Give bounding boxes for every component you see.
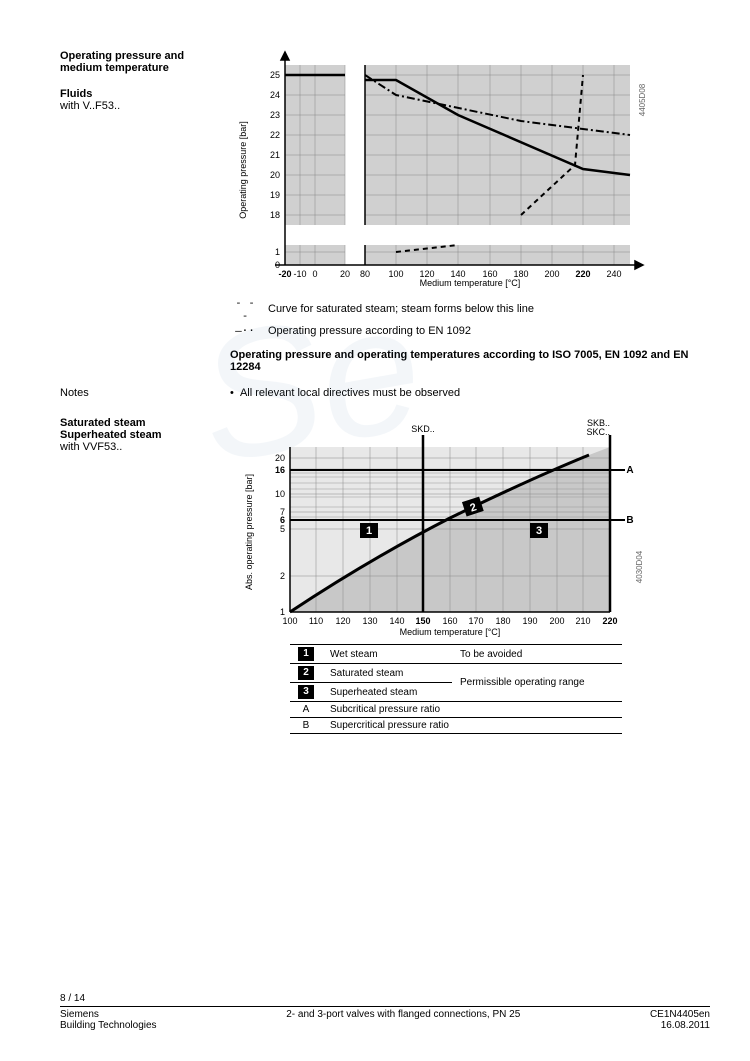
- badge-3: 3: [298, 685, 314, 699]
- svg-text:B: B: [626, 515, 633, 526]
- svg-text:3: 3: [536, 525, 542, 537]
- chart2-refcode: 4030D04: [635, 550, 644, 583]
- footer-bt: Building Technologies: [60, 1020, 157, 1031]
- svg-text:SKC..: SKC..: [586, 427, 610, 437]
- svg-text:180: 180: [495, 616, 510, 626]
- cell-supercritical: Supercritical pressure ratio: [322, 718, 622, 734]
- page-footer: 8 / 14 Siemens Building Technologies 2- …: [60, 993, 710, 1031]
- chart2-xlabel: Medium temperature [°C]: [400, 627, 501, 637]
- footer-date: 16.08.2011: [650, 1020, 710, 1031]
- text-vvf53: with VVF53..: [60, 441, 220, 453]
- svg-text:16: 16: [275, 465, 285, 475]
- svg-text:20: 20: [270, 170, 280, 180]
- svg-text:-20: -20: [278, 269, 291, 279]
- svg-text:210: 210: [575, 616, 590, 626]
- table-row: A Subcritical pressure ratio: [290, 702, 622, 718]
- chart2-ylabel: Abs. operating pressure [bar]: [244, 474, 254, 590]
- iso-text: Operating pressure and operating tempera…: [230, 349, 710, 373]
- footer-docnum: CE1N4405en: [650, 1009, 710, 1020]
- badge-2: 2: [298, 666, 314, 680]
- footer-title: 2- and 3-port valves with flanged connec…: [177, 1009, 630, 1020]
- footer-siemens: Siemens: [60, 1009, 157, 1020]
- cell-avoided: To be avoided: [452, 645, 622, 664]
- svg-text:10: 10: [275, 489, 285, 499]
- svg-text:160: 160: [442, 616, 457, 626]
- label-a: A: [290, 702, 322, 718]
- cell-sat-steam: Saturated steam: [322, 664, 452, 683]
- notes-text: All relevant local directives must be ob…: [240, 387, 460, 399]
- svg-text:130: 130: [362, 616, 377, 626]
- svg-text:20: 20: [275, 453, 285, 463]
- svg-text:23: 23: [270, 110, 280, 120]
- badge-1: 1: [298, 647, 314, 661]
- svg-text:140: 140: [389, 616, 404, 626]
- cell-permissible: Permissible operating range: [452, 664, 622, 702]
- svg-text:19: 19: [270, 190, 280, 200]
- cell-subcritical: Subcritical pressure ratio: [322, 702, 622, 718]
- bullet-icon: •: [230, 387, 240, 399]
- svg-text:100: 100: [388, 269, 403, 279]
- heading-super-steam: Superheated steam: [60, 429, 220, 441]
- svg-text:5: 5: [280, 524, 285, 534]
- svg-text:110: 110: [309, 616, 323, 626]
- section-steam: Saturated steam Superheated steam with V…: [60, 417, 710, 734]
- svg-text:A: A: [626, 465, 633, 476]
- svg-text:7: 7: [280, 507, 285, 517]
- cell-wet-steam: Wet steam: [322, 645, 452, 664]
- table-row: 2 Saturated steam Permissible operating …: [290, 664, 622, 683]
- svg-text:220: 220: [575, 269, 590, 279]
- svg-text:1: 1: [366, 525, 372, 537]
- svg-text:2: 2: [280, 571, 285, 581]
- svg-text:120: 120: [335, 616, 350, 626]
- legend-dashdot: —·· Operating pressure according to EN 1…: [230, 324, 710, 337]
- svg-text:200: 200: [544, 269, 559, 279]
- svg-text:1: 1: [275, 247, 280, 257]
- svg-text:80: 80: [360, 269, 370, 279]
- chart1-refcode: 4405D08: [638, 83, 647, 116]
- label-b: B: [290, 718, 322, 734]
- chart-operating-pressure: 01 1819 2021 2223 2425 -20 -100 20 80100…: [230, 50, 710, 288]
- svg-text:24: 24: [270, 90, 280, 100]
- svg-text:220: 220: [602, 616, 617, 626]
- svg-text:25: 25: [270, 70, 280, 80]
- svg-text:150: 150: [415, 616, 430, 626]
- notes-label: Notes: [60, 387, 230, 399]
- chart2-svg: 1 2 3 12 56 710 1620 100110120 130140150…: [230, 417, 650, 637]
- svg-text:21: 21: [270, 150, 280, 160]
- legend-text-dashdot: Operating pressure according to EN 1092: [268, 325, 471, 337]
- heading-op-pressure: Operating pressure and medium temperatur…: [60, 50, 220, 74]
- svg-text:SKD..: SKD..: [411, 424, 435, 434]
- section-pressure-temp: Operating pressure and medium temperatur…: [60, 50, 710, 373]
- notes-row: Notes • All relevant local directives mu…: [60, 387, 710, 399]
- cell-super-steam: Superheated steam: [322, 683, 452, 702]
- svg-text:20: 20: [340, 269, 350, 279]
- legend-text-dashed: Curve for saturated steam; steam forms b…: [268, 303, 534, 315]
- text-vf53: with V..F53..: [60, 100, 220, 112]
- chart1-ylabel: Operating pressure [bar]: [238, 121, 248, 219]
- heading-sat-steam: Saturated steam: [60, 417, 220, 429]
- legend-dashed: - - - Curve for saturated steam; steam f…: [230, 296, 710, 322]
- svg-text:100: 100: [282, 616, 297, 626]
- svg-text:170: 170: [468, 616, 483, 626]
- svg-text:0: 0: [312, 269, 317, 279]
- svg-text:200: 200: [549, 616, 564, 626]
- svg-text:190: 190: [522, 616, 537, 626]
- chart1-xlabel: Medium temperature [°C]: [230, 278, 710, 288]
- heading-fluids: Fluids: [60, 88, 220, 100]
- legend-mark-dashdot: —··: [230, 324, 260, 337]
- page-number: 8 / 14: [60, 993, 710, 1004]
- chart1-svg: 01 1819 2021 2223 2425 -20 -100 20 80100…: [230, 50, 650, 280]
- svg-text:240: 240: [606, 269, 621, 279]
- svg-text:22: 22: [270, 130, 280, 140]
- table-row: B Supercritical pressure ratio: [290, 718, 622, 734]
- svg-text:18: 18: [270, 210, 280, 220]
- steam-legend-table: 1 Wet steam To be avoided 2 Saturated st…: [290, 644, 622, 734]
- legend-mark-dashed: - - -: [230, 296, 260, 322]
- svg-text:-10: -10: [293, 269, 306, 279]
- table-row: 1 Wet steam To be avoided: [290, 645, 622, 664]
- chart-steam: 1 2 3 12 56 710 1620 100110120 130140150…: [230, 417, 710, 640]
